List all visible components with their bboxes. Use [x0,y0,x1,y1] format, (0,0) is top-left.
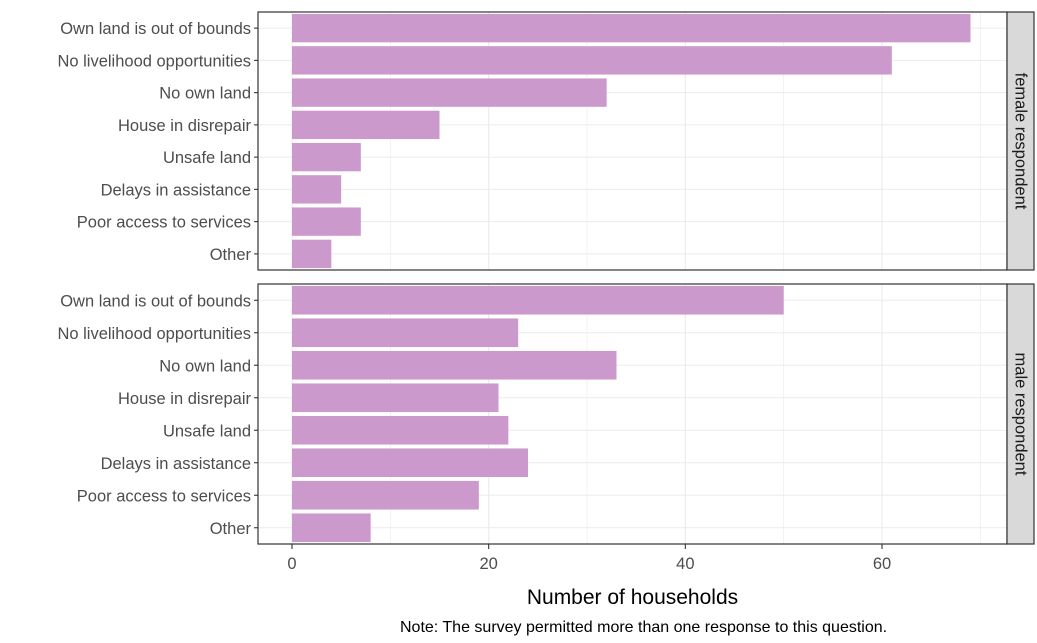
x-axis-title: Number of households [527,586,738,609]
bar-male-1 [292,285,784,315]
facet-strip-label: female respondent [1012,73,1030,210]
y-tick-label: Unsafe land [163,422,251,440]
bar-male-3 [292,350,617,380]
x-tick-label: 60 [873,555,891,573]
y-tick-label: House in disrepair [118,390,251,408]
facet-strip-label: male respondent [1012,353,1030,476]
bar-male-2 [292,318,519,348]
bar-female-7 [292,207,361,236]
bar-male-5 [292,415,509,445]
x-tick-label: 20 [479,555,497,573]
bar-female-8 [292,239,332,269]
x-tick-label: 40 [676,555,694,573]
bar-female-5 [292,142,361,172]
y-tick-label: Own land is out of bounds [60,20,251,38]
bar-male-4 [292,383,499,413]
bar-female-2 [292,46,892,75]
y-tick-label: No livelihood opportunities [57,325,251,343]
y-tick-label: Other [210,520,252,538]
bar-female-3 [292,78,607,107]
facet-strip [1006,11,1035,271]
bar-female-6 [292,175,342,204]
bar-male-8 [292,513,371,543]
facet-strip [1006,283,1035,545]
chart-note: Note: The survey permitted more than one… [400,619,888,636]
y-tick-label: Own land is out of bounds [60,292,251,310]
y-tick-label: No livelihood opportunities [57,52,251,70]
y-tick-label: No own land [159,85,251,103]
y-tick-label: House in disrepair [118,117,251,135]
y-tick-label: Poor access to services [77,214,251,232]
y-tick-label: Poor access to services [77,487,251,505]
bar-female-4 [292,110,440,140]
bar-male-6 [292,448,528,478]
y-tick-label: Delays in assistance [101,181,251,199]
bar-female-1 [292,13,971,43]
x-tick-label: 0 [287,555,296,573]
chart-canvas: Own land is out of bounds No livelihood o… [57,11,1035,609]
y-tick-label: Other [210,246,252,264]
y-tick-label: Unsafe land [163,149,251,167]
y-tick-label: Delays in assistance [101,455,251,473]
y-tick-label: No own land [159,357,251,375]
bar-male-7 [292,480,479,510]
